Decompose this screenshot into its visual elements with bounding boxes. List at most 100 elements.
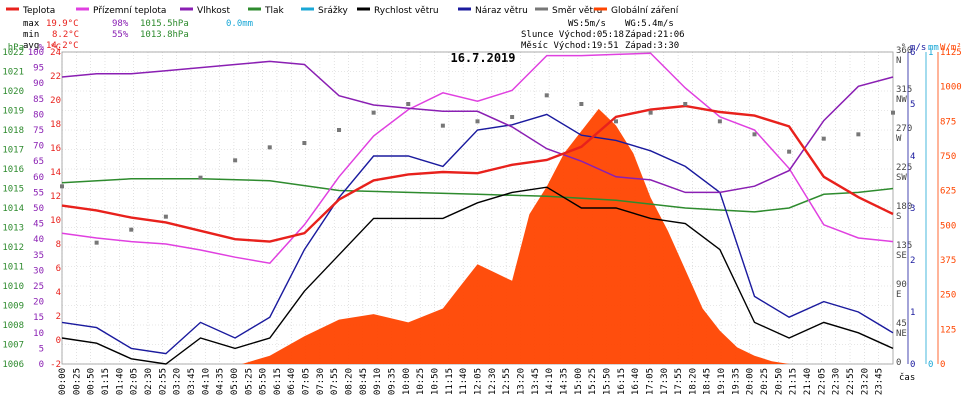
x-tick-label: 19:35 [731,368,741,395]
x-tick-label: 00:00 [58,368,68,395]
axis-pct-tick: 35 [33,251,44,261]
axis-pct-tick: 75 [33,126,44,136]
x-tick-label: 02:05 [130,368,140,395]
axis-wm2-tick: 250 [940,291,956,301]
stats-max-hum: 98% [112,19,129,29]
x-tick-label: 02:55 [158,368,168,395]
x-tick-label: 04:10 [201,368,211,395]
x-tick-label: 13:20 [516,368,526,395]
x-tick-label: 16:15 [617,368,627,395]
axis-ms-tick: 1 [910,308,915,318]
axis-deg-tick-dir: S [896,212,901,222]
axis-pct-tick: 30 [33,266,44,276]
series-vlhkost [61,60,894,194]
x-tick-label: 18:45 [703,368,713,395]
wind-direction-point [198,175,203,180]
axis-deg-tick: 90 [896,280,907,290]
wind-direction-point [129,227,134,232]
axis-wm2-tick: 0 [940,360,945,370]
wind-direction-point [510,115,515,119]
axis-hpa-tick: 1011 [2,263,24,273]
wind-direction-point [683,102,688,106]
wind-direction-point [717,119,722,124]
axis-degc-tick: 20 [50,96,61,106]
stats-min-temp: 8.2°C [52,30,79,40]
axis-wm2-tick: 375 [940,256,956,266]
x-tick-label: 23:20 [860,368,870,395]
series-glob-ln-z-en- [242,108,790,365]
axis-wm2-tick: 1000 [940,83,962,93]
legend-label: Tlak [264,6,285,16]
axis-ms-tick: 4 [910,152,915,162]
x-tick-label: 09:10 [373,368,383,395]
axis-wm2-tick: 125 [940,325,956,335]
legend-label: Globální záření [611,6,679,16]
series-rychlost-v-tru [61,186,894,365]
axis-degc-tick: 12 [50,192,61,202]
axis-deg-tick: 45 [896,319,907,329]
axis-wm2-tick: 500 [940,221,956,231]
axis-pct-tick: 15 [33,313,44,323]
axis-hpa-tick: 1007 [2,341,24,351]
chart-title: 16.7.2019 [450,51,515,65]
stats-wg: WG:5.4m/s [625,19,674,29]
axis-pct-tick: 10 [33,329,44,339]
axis-pct-tick: 55 [33,188,44,198]
axis-deg-title: ° [901,43,906,53]
x-tick-label: 08:45 [359,368,369,395]
x-tick-label: 21:40 [803,368,813,395]
x-tick-label: 01:40 [115,368,125,395]
wind-direction-point [787,149,792,154]
axis-deg-tick-dir: E [896,290,901,300]
axis-hpa-tick: 1019 [2,107,24,117]
axis-degc-tick: 22 [50,72,61,82]
x-tick-label: 15:00 [574,368,584,395]
wind-direction-point [891,110,895,115]
axis-deg-tick-dir: NW [896,95,907,105]
axis-pct-tick: 100 [28,48,44,58]
axis-hpa-tick: 1016 [2,165,24,175]
axis-hpa-tick: 1015 [2,185,24,195]
axis-mm-title: mm [928,43,939,53]
wind-direction-point [60,184,64,189]
wind-direction-point [163,214,168,219]
wind-direction-point [648,110,653,115]
axis-pct-tick: 0 [39,360,44,370]
axis-hpa-tick-title: hPa [8,43,24,53]
axis-mm-tick: 1 [928,48,933,58]
wind-direction-point [856,132,861,137]
axis-ms-tick: 5 [910,100,915,110]
series-tlak [61,178,894,213]
wind-direction-point [614,119,618,124]
axis-degc-tick: 8 [56,240,61,250]
legend-label: Srážky [318,6,349,16]
axis-hpa-tick: 1018 [2,126,24,136]
stats-max-press: 1015.5hPa [140,19,189,29]
legend-label: Rychlost větru [374,6,439,16]
wind-direction-point [94,240,99,245]
x-tick-label: 00:25 [72,368,82,395]
axis-hpa-tick: 1020 [2,87,24,97]
legend-label: Teplota [22,6,55,16]
x-tick-label: 01:15 [101,368,111,395]
x-tick-label: 17:05 [645,368,655,395]
axis-deg-tick: 225 [896,163,912,173]
axis-wm2-title: W/m² [940,43,962,53]
axis-degc-tick: 0 [56,336,61,346]
x-tick-label: 19:10 [717,368,727,395]
axis-pct-tick: 5 [39,344,44,354]
x-tick-label: 07:05 [302,368,312,395]
x-tick-label: 06:15 [273,368,283,395]
x-tick-label: 10:50 [431,368,441,395]
x-tick-label: 15:25 [588,368,598,395]
x-tick-label: 14:35 [559,368,569,395]
stats-max-rain: 0.0mm [226,19,253,29]
x-tick-label: 21:15 [789,368,799,395]
axis-wm2-tick: 750 [940,152,956,162]
stats-ws: WS:5m/s [568,19,606,29]
legend-label: Přízemní teplota [93,6,166,16]
stats-moon-rise: Měsíc Východ:19:51 [521,41,619,51]
x-axis-label: čas [899,372,915,383]
axis-ms-tick: 0 [910,360,915,370]
axis-degc-tick: 10 [50,216,61,226]
